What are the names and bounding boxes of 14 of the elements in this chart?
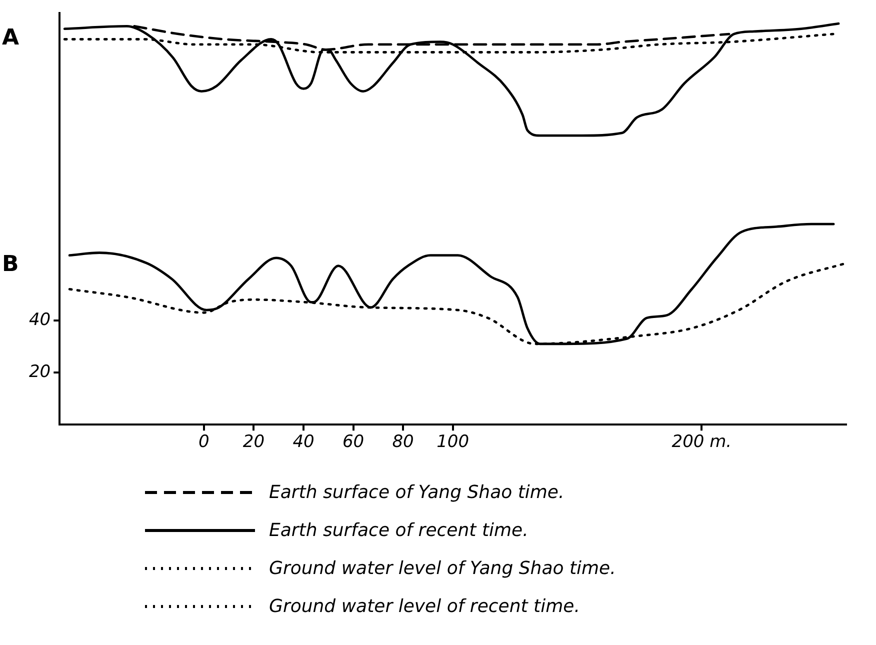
- x-tick-label: 60: [342, 432, 364, 452]
- legend-label: Earth surface of recent time.: [269, 520, 528, 540]
- x-tick-label: 200 m.: [672, 432, 732, 452]
- legend-label: Ground water level of recent time.: [269, 596, 580, 616]
- x-tick-label: 80: [392, 432, 414, 452]
- x-tick-label: 100: [436, 432, 470, 452]
- x-tick-label: 0: [198, 432, 210, 452]
- x-tick-label: 40: [292, 432, 314, 452]
- legend-label: Ground water level of Yang Shao time.: [269, 558, 616, 578]
- text: A: [2, 26, 20, 51]
- line-series: [63, 22, 840, 137]
- text: B: [2, 252, 19, 278]
- legend-label: Earth surface of Yang Shao time.: [269, 482, 564, 502]
- x-tick-label: 20: [242, 432, 265, 452]
